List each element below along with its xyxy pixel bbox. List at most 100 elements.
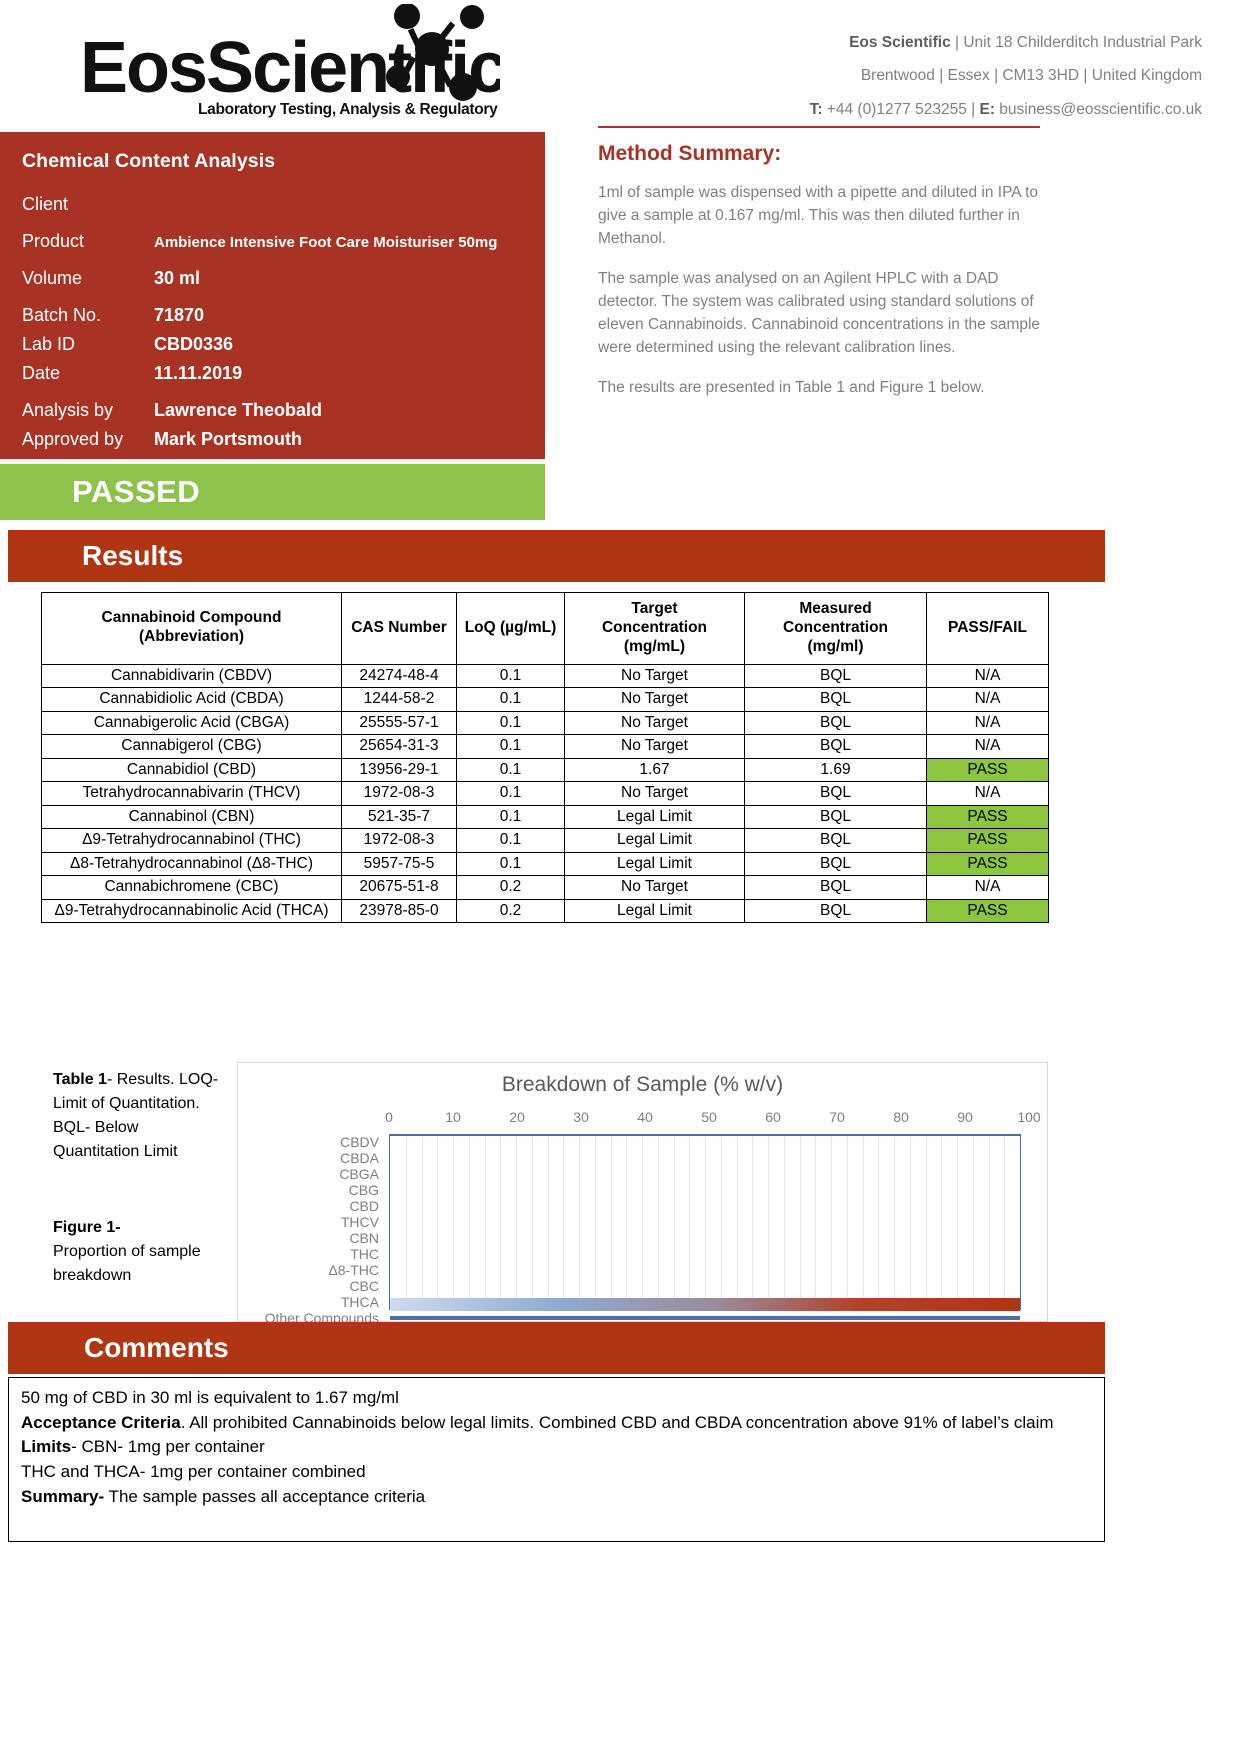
y-category-label: CBN xyxy=(349,1230,379,1246)
info-row-volume: Volume 30 ml xyxy=(22,269,545,287)
table-row: Tetrahydrocannabivarin (THCV) 1972-08-3 0.… xyxy=(41,781,1049,806)
chart-gridline xyxy=(531,1136,533,1309)
cell-target-concentration: Legal Limit xyxy=(564,828,745,853)
cell-loq: 0.1 xyxy=(456,804,565,830)
cell-measured-concentration: BQL xyxy=(744,851,927,877)
chart-gridline xyxy=(642,1136,643,1309)
y-category-label: CBGA xyxy=(339,1166,379,1182)
cell-measured-concentration: BQL xyxy=(744,898,927,924)
cell-target-concentration: No Target xyxy=(564,710,745,736)
chart-gridline xyxy=(862,1136,864,1309)
cell-measured-concentration: 1.69 xyxy=(744,757,927,783)
method-summary-title: Method Summary: xyxy=(598,142,782,165)
cell-loq: 0.1 xyxy=(456,851,565,877)
sample-info-grid: Client Product Ambience Intensive Foot C… xyxy=(22,195,545,448)
cell-pass-fail: PASS xyxy=(926,851,1049,877)
cell-compound: Δ9-Tetrahydrocannabinol (THC) xyxy=(41,828,342,853)
chart-gridline xyxy=(516,1136,517,1309)
table-row: Cannabigerolic Acid (CBGA) 25555-57-1 0.1 N… xyxy=(41,710,1049,736)
cell-loq: 0.1 xyxy=(456,757,565,783)
th-target-line3: (mg/mL) xyxy=(623,637,686,655)
chart-gridline xyxy=(736,1136,738,1309)
contact-phone-email-line: T: +44 (0)1277 523255 | E: business@eoss… xyxy=(560,93,1202,126)
x-tick-label: 100 xyxy=(1017,1109,1041,1125)
th-measured-line2: Concentration xyxy=(782,618,889,636)
x-tick-label: 30 xyxy=(573,1109,589,1125)
cell-measured-concentration: BQL xyxy=(744,710,927,736)
page-header: EosScientific Laboratory Testing, Analys… xyxy=(0,0,1240,132)
cell-target-concentration: Legal Limit xyxy=(564,851,745,877)
chart-x-axis-ticks: 0 10 20 30 40 50 60 70 80 90 100 xyxy=(385,1109,1041,1129)
chart-gridline xyxy=(972,1136,974,1309)
method-paragraph-2: The sample was analysed on an Agilent HP… xyxy=(598,269,1041,356)
info-row-labid: Lab ID CBD0336 xyxy=(22,335,545,353)
acceptance-criteria-text: . All prohibited Cannabinoids below lega… xyxy=(180,1412,1054,1432)
figure-caption-bold: Figure 1- xyxy=(53,1219,121,1236)
cell-cas-number: 5957-75-5 xyxy=(341,851,457,877)
chart-gridline xyxy=(1004,1136,1006,1309)
email-address: business@eosscientific.co.uk xyxy=(995,100,1202,118)
chart-gridline xyxy=(815,1136,817,1309)
results-table: Cannabinoid Compound (Abbreviation) CAS … xyxy=(41,592,1049,924)
cell-cas-number: 24274-48-4 xyxy=(341,663,457,689)
cell-measured-concentration: BQL xyxy=(744,734,927,759)
cell-loq: 0.1 xyxy=(456,828,565,853)
breakdown-chart: Breakdown of Sample (% w/v) 0 10 20 30 40 50 6… xyxy=(237,1062,1048,1326)
batch-label: Batch No. xyxy=(22,305,102,325)
cell-pass-fail: PASS xyxy=(926,828,1049,853)
th-measured-line3: (mg/ml) xyxy=(807,637,864,655)
chart-gridline xyxy=(894,1136,895,1309)
th-pass-fail: PASS/FAIL xyxy=(926,592,1049,665)
cell-compound: Cannabigerolic Acid (CBGA) xyxy=(41,710,342,736)
chart-title: Breakdown of Sample (% w/v) xyxy=(501,1073,784,1096)
cell-compound: Δ8-Tetrahydrocannabinol (Δ8-THC) xyxy=(41,851,342,877)
chart-gridline xyxy=(720,1136,722,1309)
table-row: Δ9-Tetrahydrocannabinol (THC) 1972-08-3 0.… xyxy=(41,828,1049,853)
figure-caption-rest: Proportion of sample breakdown xyxy=(53,1243,201,1284)
cell-target-concentration: No Target xyxy=(564,875,745,900)
cell-pass-fail: N/A xyxy=(926,734,1049,759)
sample-info-panel: Chemical Content Analysis Client Product… xyxy=(0,132,545,459)
date-label: Date xyxy=(22,363,61,383)
cell-pass-fail: N/A xyxy=(926,710,1049,736)
product-label: Product xyxy=(22,231,85,251)
table-row: Cannabidiol (CBD) 13956-29-1 0.1 1.67 1.69 PA… xyxy=(41,757,1049,783)
cell-loq: 0.1 xyxy=(456,734,565,759)
cell-pass-fail: N/A xyxy=(926,875,1049,900)
cell-cas-number: 25555-57-1 xyxy=(341,710,457,736)
th-compound-line2: (Abbreviation) xyxy=(138,628,245,646)
table-row: Cannabidivarin (CBDV) 24274-48-4 0.1 No Tar… xyxy=(41,663,1049,689)
cell-compound: Tetrahydrocannabivarin (THCV) xyxy=(41,781,342,806)
email-label: E: xyxy=(979,100,996,118)
approved-by-value: Mark Portsmouth xyxy=(154,429,303,449)
info-row-analysis-by: Analysis by Lawrence Theobald xyxy=(22,401,545,419)
table-caption-bold: Table 1 xyxy=(53,1071,107,1088)
cell-target-concentration: Legal Limit xyxy=(564,898,745,924)
chart-gridline xyxy=(689,1136,691,1309)
chart-gridline xyxy=(453,1136,454,1309)
table-row: Cannabichromene (CBC) 20675-51-8 0.2 No Tar… xyxy=(41,875,1049,900)
cell-measured-concentration: BQL xyxy=(744,828,927,853)
chart-gridline xyxy=(799,1136,801,1309)
cell-loq: 0.1 xyxy=(456,781,565,806)
x-tick-label: 50 xyxy=(701,1109,717,1125)
chart-gridline xyxy=(405,1136,407,1309)
cell-measured-concentration: BQL xyxy=(744,875,927,900)
cell-loq: 0.1 xyxy=(456,663,565,689)
th-measured-line1: Measured xyxy=(799,600,872,617)
results-table-wrapper: Cannabinoid Compound (Abbreviation) CAS … xyxy=(41,592,1049,924)
cell-target-concentration: No Target xyxy=(564,663,745,689)
chart-gridline xyxy=(626,1136,628,1309)
cell-target-concentration: 1.67 xyxy=(564,757,745,783)
comments-body: 50 mg of CBD in 30 ml is equivalent to 1… xyxy=(8,1377,1105,1542)
address-part1: | Unit 18 Childerditch Industrial Park xyxy=(950,34,1202,51)
analysis-title: Chemical Content Analysis xyxy=(22,150,276,172)
cell-cas-number: 13956-29-1 xyxy=(341,757,457,783)
chart-gridline xyxy=(421,1136,423,1309)
analysis-by-value: Lawrence Theobald xyxy=(154,400,323,420)
cell-compound: Δ9-Tetrahydrocannabinolic Acid (THCA) xyxy=(41,898,342,924)
phone-number: +44 (0)1277 523255 | xyxy=(822,100,980,118)
limits-label: Limits xyxy=(21,1437,72,1457)
table-caption: Table 1- Results. LOQ- Limit of Quantita… xyxy=(53,1068,228,1164)
chart-gridline xyxy=(941,1136,943,1309)
